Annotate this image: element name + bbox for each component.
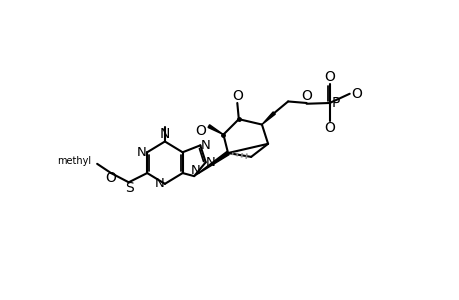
Text: methyl: methyl	[57, 156, 91, 166]
Text: O: O	[105, 172, 115, 185]
Text: N: N	[137, 146, 146, 159]
Text: N: N	[154, 177, 164, 190]
Text: O: O	[301, 89, 311, 103]
Text: O: O	[324, 70, 335, 84]
Text: O: O	[195, 124, 206, 138]
Text: N: N	[159, 127, 170, 141]
Text: O: O	[231, 89, 242, 103]
Text: N: N	[206, 156, 216, 169]
Polygon shape	[194, 152, 229, 176]
Text: N: N	[190, 164, 200, 177]
Text: O: O	[324, 121, 335, 135]
Text: S: S	[125, 181, 134, 195]
Polygon shape	[207, 125, 223, 135]
Text: O: O	[350, 87, 361, 101]
Text: N: N	[201, 139, 210, 152]
Polygon shape	[261, 112, 274, 124]
Text: P: P	[331, 96, 339, 110]
